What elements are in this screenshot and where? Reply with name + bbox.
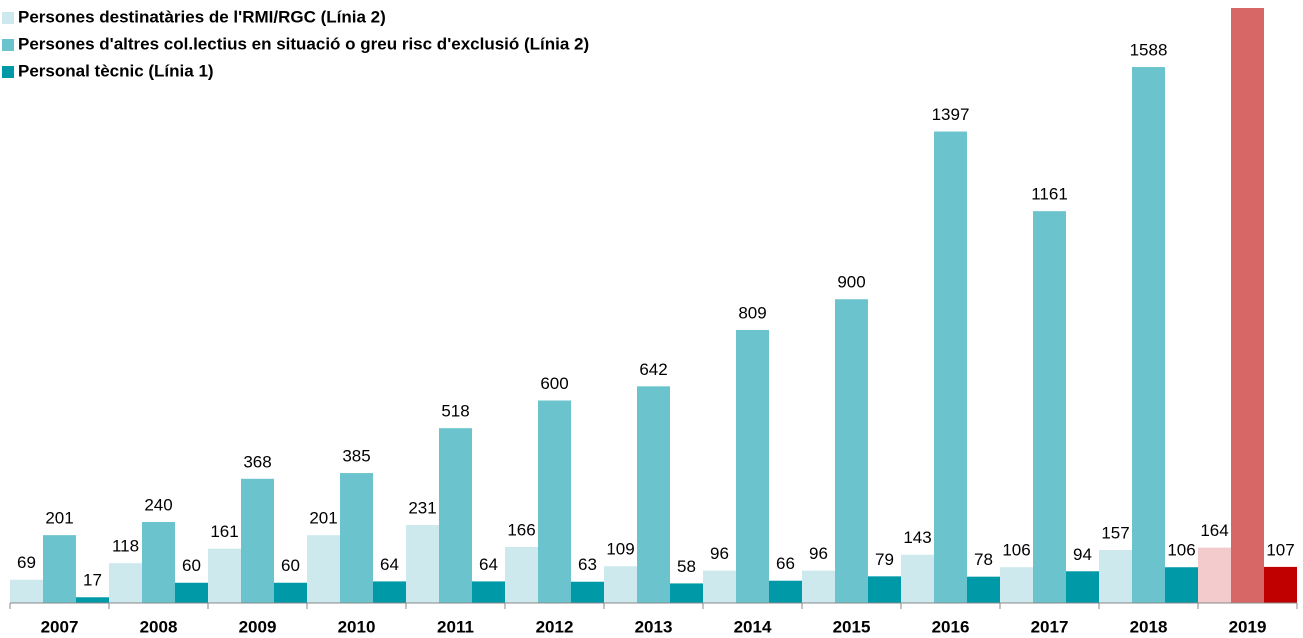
data-label: 900 bbox=[837, 273, 865, 292]
legend-swatch bbox=[2, 39, 14, 51]
data-label: 600 bbox=[540, 374, 568, 393]
bar bbox=[868, 576, 901, 603]
legend-swatch bbox=[2, 66, 14, 78]
data-label: 58 bbox=[677, 557, 696, 576]
bar bbox=[538, 400, 571, 603]
data-label: 240 bbox=[144, 495, 172, 514]
bar bbox=[10, 579, 43, 603]
bar bbox=[142, 522, 175, 603]
data-label: 201 bbox=[309, 509, 337, 528]
data-label: 64 bbox=[479, 555, 498, 574]
bar bbox=[439, 428, 472, 603]
x-tick-label: 2012 bbox=[536, 617, 574, 636]
data-label: 166 bbox=[507, 520, 535, 539]
legend-swatch bbox=[2, 12, 14, 24]
bar bbox=[274, 582, 307, 603]
bar bbox=[703, 570, 736, 603]
data-label: 64 bbox=[380, 555, 399, 574]
data-label: 17 bbox=[83, 571, 102, 590]
legend-label: Persones d'altres col.lectius en situaci… bbox=[18, 34, 589, 53]
data-label: 63 bbox=[578, 555, 597, 574]
data-label: 60 bbox=[281, 556, 300, 575]
data-label: 118 bbox=[112, 537, 139, 556]
x-tick-label: 2007 bbox=[41, 617, 79, 636]
bar bbox=[1231, 8, 1264, 604]
bar bbox=[1198, 547, 1231, 603]
data-label: 1588 bbox=[1130, 41, 1168, 60]
data-label: 231 bbox=[408, 499, 436, 518]
data-label: 106 bbox=[1002, 541, 1030, 560]
bar bbox=[208, 548, 241, 603]
data-label: 96 bbox=[809, 544, 828, 563]
data-label: 809 bbox=[738, 303, 766, 322]
bar bbox=[835, 299, 868, 603]
data-label: 79 bbox=[875, 550, 894, 569]
x-tick-label: 2015 bbox=[833, 617, 871, 636]
data-label: 1161 bbox=[1031, 185, 1068, 204]
x-tick-label: 2011 bbox=[437, 617, 474, 636]
data-label: 642 bbox=[639, 360, 667, 379]
x-tick-label: 2008 bbox=[140, 617, 178, 636]
data-label: 94 bbox=[1073, 545, 1092, 564]
data-label: 157 bbox=[1101, 523, 1129, 542]
bar bbox=[1000, 567, 1033, 603]
x-tick-label: 2019 bbox=[1229, 617, 1267, 636]
bar bbox=[736, 329, 769, 603]
bar bbox=[406, 525, 439, 603]
bar bbox=[1099, 550, 1132, 603]
data-label: 66 bbox=[776, 554, 795, 573]
bar bbox=[109, 563, 142, 603]
bar bbox=[1132, 67, 1165, 603]
legend-label: Persones destinatàries de l'RMI/RGC (Lín… bbox=[18, 7, 386, 26]
data-label: 201 bbox=[45, 509, 73, 528]
bar bbox=[967, 576, 1000, 603]
data-label: 109 bbox=[606, 540, 634, 559]
data-label: 106 bbox=[1167, 541, 1195, 560]
data-label: 96 bbox=[710, 544, 729, 563]
bar bbox=[307, 535, 340, 603]
data-label: 518 bbox=[441, 402, 469, 421]
data-label: 60 bbox=[182, 556, 201, 575]
x-tick-label: 2013 bbox=[635, 617, 673, 636]
bar bbox=[505, 546, 538, 603]
data-label: 1397 bbox=[932, 105, 970, 124]
data-label: 385 bbox=[342, 447, 370, 466]
x-tick-label: 2016 bbox=[932, 617, 970, 636]
bar bbox=[76, 597, 109, 603]
data-label: 107 bbox=[1266, 540, 1294, 559]
x-tick-label: 2009 bbox=[239, 617, 277, 636]
bar bbox=[1165, 567, 1198, 603]
data-label: 368 bbox=[243, 452, 271, 471]
bar bbox=[472, 581, 505, 603]
x-tick-label: 2017 bbox=[1031, 617, 1069, 636]
data-label: 164 bbox=[1200, 521, 1228, 540]
bar bbox=[1264, 566, 1297, 603]
x-tick-label: 2018 bbox=[1130, 617, 1168, 636]
bar bbox=[934, 131, 967, 603]
bar bbox=[769, 580, 802, 603]
bar bbox=[637, 386, 670, 603]
bar bbox=[241, 478, 274, 603]
data-label: 69 bbox=[17, 553, 36, 572]
bar bbox=[43, 535, 76, 603]
bar bbox=[175, 582, 208, 603]
bar bbox=[604, 566, 637, 603]
bar bbox=[901, 554, 934, 603]
bar bbox=[1033, 211, 1066, 604]
bar bbox=[340, 473, 373, 603]
data-label: 78 bbox=[974, 550, 993, 569]
bar bbox=[802, 570, 835, 603]
bar bbox=[373, 581, 406, 603]
bar bbox=[670, 583, 703, 603]
x-tick-label: 2014 bbox=[734, 617, 772, 636]
bar bbox=[571, 581, 604, 603]
legend-label: Personal tècnic (Línia 1) bbox=[18, 61, 214, 80]
x-tick-label: 2010 bbox=[338, 617, 376, 636]
data-label: 161 bbox=[210, 522, 238, 541]
bar bbox=[1066, 571, 1099, 603]
data-label: 143 bbox=[903, 528, 931, 547]
